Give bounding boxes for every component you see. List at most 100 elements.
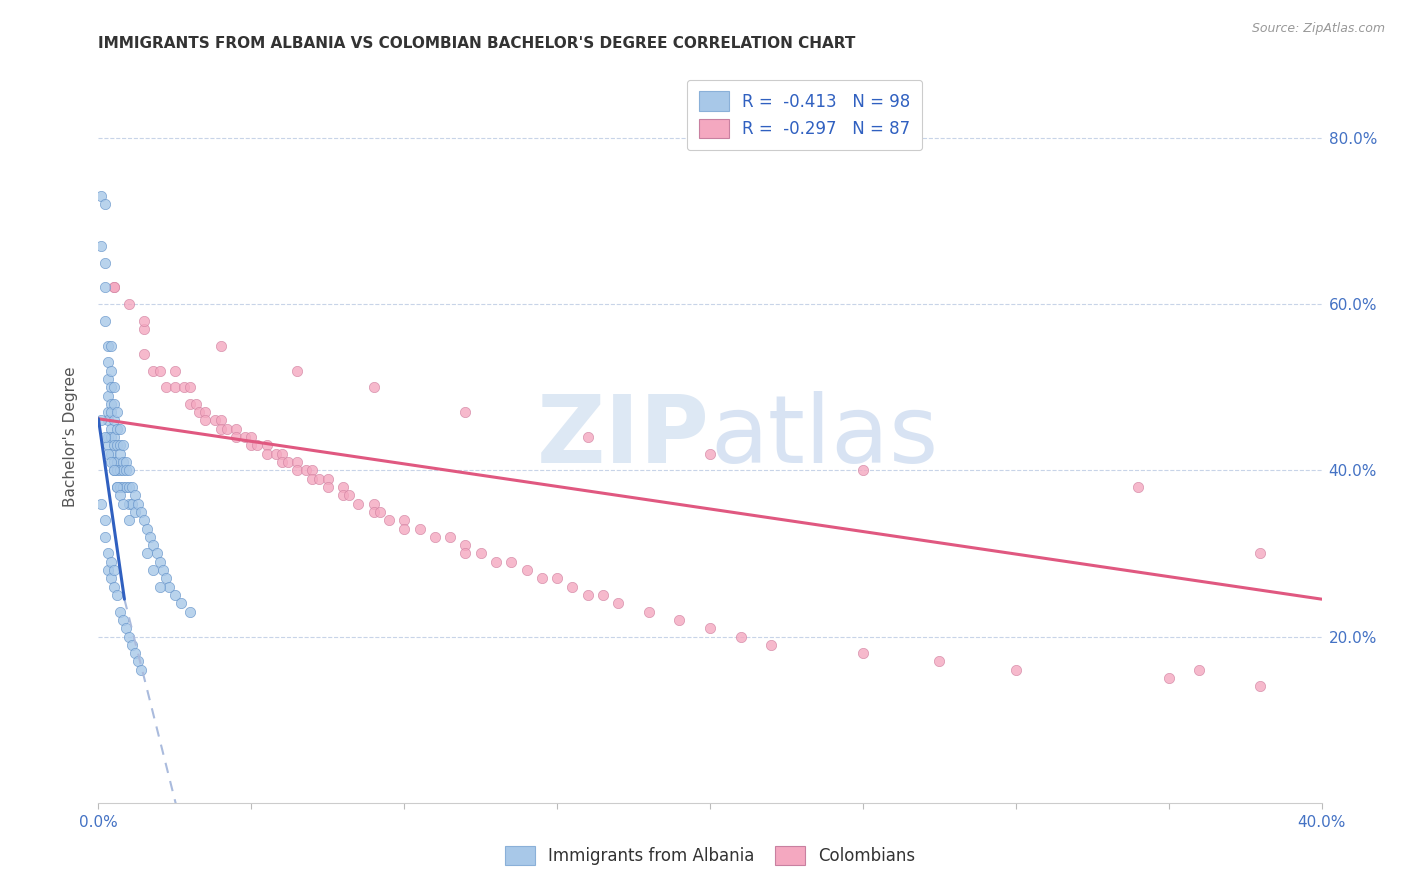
Point	[209, 422, 232, 436]
Point	[115, 455, 138, 469]
Point	[129, 505, 152, 519]
Point	[1004, 663, 1026, 677]
Point	[105, 455, 128, 469]
Point	[124, 646, 146, 660]
Point	[115, 480, 138, 494]
Point	[607, 596, 630, 610]
Point	[163, 380, 186, 394]
Point	[103, 563, 125, 577]
Point	[103, 438, 125, 452]
Point	[363, 380, 385, 394]
Point	[129, 663, 152, 677]
Point	[103, 463, 125, 477]
Point	[852, 463, 875, 477]
Point	[127, 497, 149, 511]
Point	[103, 413, 125, 427]
Point	[454, 546, 477, 560]
Point	[186, 397, 208, 411]
Point	[1249, 546, 1271, 560]
Point	[121, 480, 143, 494]
Point	[149, 580, 172, 594]
Point	[97, 372, 120, 386]
Point	[100, 405, 122, 419]
Point	[501, 555, 523, 569]
Point	[264, 447, 287, 461]
Point	[93, 513, 115, 527]
Point	[103, 430, 125, 444]
Point	[592, 588, 614, 602]
Point	[149, 363, 172, 377]
Point	[332, 488, 354, 502]
Point	[93, 314, 115, 328]
Point	[111, 497, 134, 511]
Point	[118, 297, 141, 311]
Point	[93, 197, 115, 211]
Point	[285, 463, 308, 477]
Point	[90, 497, 112, 511]
Point	[561, 580, 583, 594]
Point	[470, 546, 492, 560]
Point	[439, 530, 461, 544]
Point	[105, 463, 128, 477]
Point	[100, 380, 122, 394]
Point	[363, 497, 385, 511]
Point	[270, 455, 292, 469]
Point	[546, 571, 568, 585]
Point	[240, 430, 263, 444]
Point	[363, 505, 385, 519]
Point	[90, 239, 112, 253]
Point	[392, 513, 416, 527]
Point	[97, 413, 120, 427]
Point	[179, 397, 201, 411]
Point	[225, 430, 247, 444]
Point	[730, 630, 752, 644]
Point	[111, 463, 134, 477]
Point	[108, 480, 131, 494]
Point	[332, 480, 354, 494]
Point	[108, 438, 131, 452]
Point	[97, 438, 120, 452]
Point	[285, 363, 308, 377]
Point	[108, 605, 131, 619]
Point	[1249, 680, 1271, 694]
Point	[100, 422, 122, 436]
Point	[100, 571, 122, 585]
Point	[127, 655, 149, 669]
Point	[454, 538, 477, 552]
Point	[256, 438, 278, 452]
Point	[179, 605, 201, 619]
Point	[928, 655, 950, 669]
Point	[142, 538, 165, 552]
Point	[103, 463, 125, 477]
Point	[108, 422, 131, 436]
Point	[233, 430, 256, 444]
Point	[103, 380, 125, 394]
Point	[97, 405, 120, 419]
Point	[97, 546, 120, 560]
Point	[699, 621, 721, 635]
Y-axis label: Bachelor's Degree: Bachelor's Degree	[63, 367, 77, 508]
Point	[118, 630, 141, 644]
Point	[637, 605, 661, 619]
Point	[105, 405, 128, 419]
Point	[759, 638, 782, 652]
Point	[93, 255, 115, 269]
Point	[100, 555, 122, 569]
Point	[97, 447, 120, 461]
Point	[270, 447, 292, 461]
Point	[392, 521, 416, 535]
Point	[576, 588, 599, 602]
Point	[188, 405, 211, 419]
Point	[530, 571, 553, 585]
Point	[163, 363, 186, 377]
Point	[1128, 480, 1150, 494]
Point	[209, 338, 232, 352]
Point	[103, 455, 125, 469]
Point	[852, 646, 875, 660]
Point	[308, 472, 330, 486]
Point	[111, 455, 134, 469]
Point	[115, 621, 138, 635]
Point	[142, 363, 165, 377]
Point	[103, 397, 125, 411]
Point	[100, 397, 122, 411]
